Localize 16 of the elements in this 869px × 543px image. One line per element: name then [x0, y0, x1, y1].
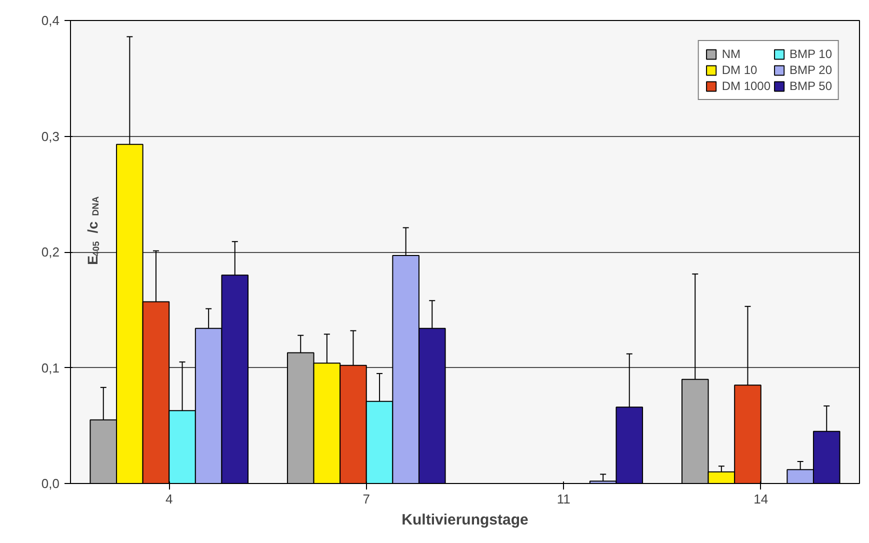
legend-label: BMP 20: [790, 63, 832, 77]
legend-label: DM 10: [722, 63, 758, 77]
y-tick-label: 0,4: [41, 13, 60, 28]
legend-label: BMP 50: [790, 79, 832, 93]
x-tick-label: 7: [362, 492, 370, 506]
x-tick-label: 11: [556, 492, 570, 506]
legend-label: NM: [722, 47, 742, 61]
legend-label: BMP 10: [790, 47, 832, 61]
x-axis-title: Kultivierungstage: [402, 512, 528, 528]
y-tick-label: 0,0: [41, 476, 60, 491]
y-tick-label: 0,1: [41, 360, 60, 376]
x-tick-label: 14: [754, 492, 768, 506]
y-tick-label: 0,3: [41, 128, 60, 144]
legend-label: DM 1000: [722, 79, 771, 93]
y-tick-label: 0,2: [41, 244, 60, 260]
x-tick-label: 4: [166, 492, 173, 506]
